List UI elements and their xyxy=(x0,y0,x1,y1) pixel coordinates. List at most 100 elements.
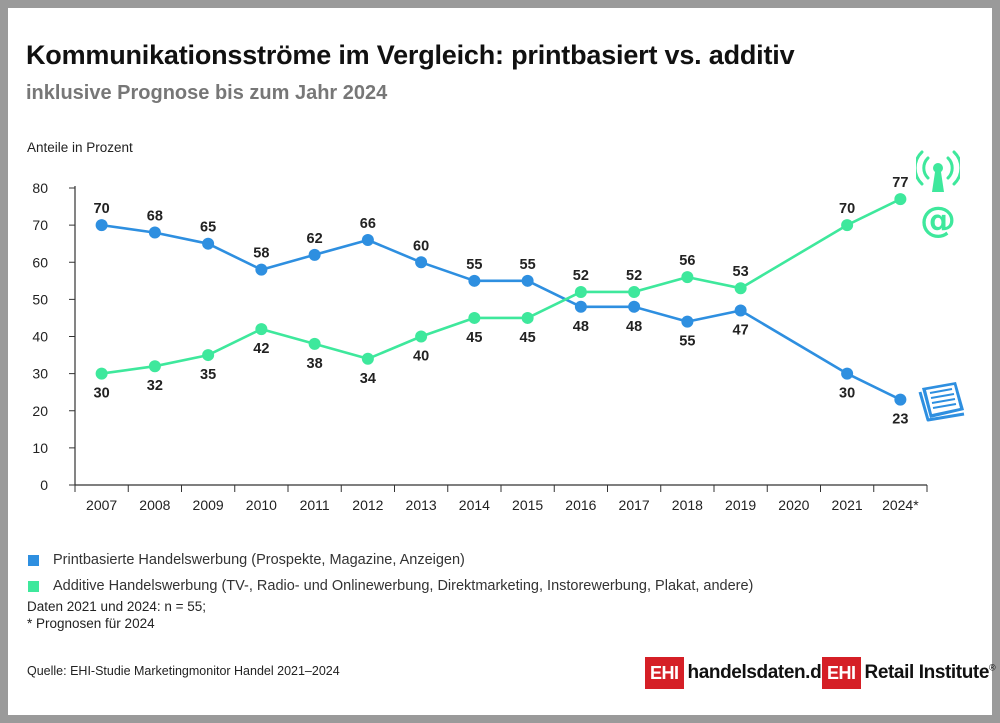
x-tick-label-2010: 2010 xyxy=(246,497,277,513)
data-label-0-1: 68 xyxy=(147,209,163,225)
x-tick-label-2007: 2007 xyxy=(86,497,117,513)
data-label-1-12: 53 xyxy=(733,264,749,280)
data-label-1-11: 56 xyxy=(679,253,695,269)
data-label-1-6: 40 xyxy=(413,349,429,365)
data-point-0-4 xyxy=(308,248,321,261)
series-line-0 xyxy=(101,223,901,401)
data-point-0-11 xyxy=(681,315,694,328)
legend-swatch-print xyxy=(28,554,39,566)
legend-item-additive: Additive Handelswerbung (TV-, Radio- und… xyxy=(28,573,753,599)
data-point-0-10 xyxy=(628,300,641,313)
at-sign-icon: @ xyxy=(918,200,958,245)
note-forecast: * Prognosen für 2024 xyxy=(27,616,155,631)
data-label-0-0: 70 xyxy=(94,201,110,217)
data-point-1-9 xyxy=(574,285,587,298)
data-point-1-12 xyxy=(734,282,747,295)
data-label-0-5: 66 xyxy=(360,216,376,232)
data-label-0-8: 55 xyxy=(520,257,536,273)
data-point-1-3 xyxy=(255,323,268,336)
data-label-0-9: 48 xyxy=(573,319,589,335)
chart-title: Kommunikationsströme im Vergleich: print… xyxy=(26,40,795,70)
y-tick-label-80: 80 xyxy=(32,180,48,196)
data-point-0-0 xyxy=(95,219,108,232)
data-point-0-8 xyxy=(521,274,534,287)
legend-swatch-additive xyxy=(28,580,39,592)
ehi-logo-box-2: EHI xyxy=(822,657,861,689)
note-sample-size: Daten 2021 und 2024: n = 55; xyxy=(27,599,207,614)
data-point-1-5 xyxy=(361,352,374,365)
x-tick-label-2016: 2016 xyxy=(565,497,596,513)
data-point-0-14 xyxy=(841,367,854,380)
retail-institute-logo: EHI Retail Institute® xyxy=(822,655,996,691)
data-label-1-0: 30 xyxy=(94,386,110,402)
data-label-1-5: 34 xyxy=(360,371,376,387)
handelsdaten-logo: EHI handelsdaten.de xyxy=(645,655,832,691)
legend: Printbasierte Handelswerbung (Prospekte,… xyxy=(28,547,753,599)
data-label-0-3: 58 xyxy=(253,246,269,262)
radio-tower-icon xyxy=(913,148,963,199)
x-tick-label-2018: 2018 xyxy=(672,497,703,513)
data-label-1-2: 35 xyxy=(200,367,216,383)
retail-institute-name: Retail Institute xyxy=(864,662,990,683)
x-tick-label-2012: 2012 xyxy=(352,497,383,513)
data-point-1-8 xyxy=(521,311,534,324)
y-tick-label-0: 0 xyxy=(40,477,48,493)
handelsdaten-logo-text: handelsdaten.de xyxy=(687,662,832,683)
y-tick-label-60: 60 xyxy=(32,254,48,270)
svg-text:@: @ xyxy=(920,200,956,240)
data-point-0-12 xyxy=(734,304,747,317)
data-point-1-7 xyxy=(468,311,481,324)
data-point-0-3 xyxy=(255,263,268,276)
data-label-1-10: 52 xyxy=(626,268,642,284)
data-label-0-12: 47 xyxy=(733,323,749,339)
x-tick-label-2015: 2015 xyxy=(512,497,543,513)
y-axis-label: Anteile in Prozent xyxy=(27,140,133,155)
data-point-1-4 xyxy=(308,337,321,350)
data-point-0-2 xyxy=(202,237,215,250)
y-tick-label-30: 30 xyxy=(32,366,48,382)
data-point-0-6 xyxy=(415,256,428,269)
ehi-logo-box: EHI xyxy=(645,657,684,689)
registered-mark: ® xyxy=(989,662,996,673)
data-label-0-2: 65 xyxy=(200,220,216,236)
data-label-1-8: 45 xyxy=(520,330,536,346)
legend-label-print: Printbasierte Handelswerbung (Prospekte,… xyxy=(53,552,465,568)
data-label-1-7: 45 xyxy=(466,330,482,346)
series-line-1 xyxy=(101,197,901,375)
x-tick-label-2013: 2013 xyxy=(406,497,437,513)
data-label-1-3: 42 xyxy=(253,341,269,357)
data-point-0-1 xyxy=(148,226,161,239)
newspaper-icon xyxy=(918,380,968,427)
legend-label-additive: Additive Handelswerbung (TV-, Radio- und… xyxy=(53,578,754,594)
notes: Daten 2021 und 2024: n = 55; * Prognosen… xyxy=(27,598,206,632)
data-label-1-14: 70 xyxy=(839,201,855,217)
y-tick-label-40: 40 xyxy=(32,329,48,345)
data-point-1-14 xyxy=(841,219,854,232)
data-point-0-7 xyxy=(468,274,481,287)
data-point-1-1 xyxy=(148,360,161,373)
data-point-0-5 xyxy=(361,233,374,246)
y-tick-label-10: 10 xyxy=(32,440,48,456)
x-tick-label-2019: 2019 xyxy=(725,497,756,513)
data-point-1-0 xyxy=(95,367,108,380)
y-tick-label-70: 70 xyxy=(32,217,48,233)
data-label-0-4: 62 xyxy=(307,231,323,247)
data-label-1-15: 77 xyxy=(892,175,908,191)
data-label-0-15: 23 xyxy=(892,412,908,428)
data-point-0-15 xyxy=(894,393,907,406)
data-point-1-11 xyxy=(681,271,694,284)
data-point-1-15 xyxy=(894,193,907,206)
source-text: Quelle: EHI-Studie Marketingmonitor Hand… xyxy=(27,664,340,678)
data-label-1-9: 52 xyxy=(573,268,589,284)
x-tick-label-2009: 2009 xyxy=(193,497,224,513)
legend-item-print: Printbasierte Handelswerbung (Prospekte,… xyxy=(28,547,753,573)
x-tick-label-2021: 2021 xyxy=(832,497,863,513)
y-tick-label-50: 50 xyxy=(32,291,48,307)
data-label-0-6: 60 xyxy=(413,238,429,254)
x-tick-label-2011: 2011 xyxy=(300,497,330,513)
chart-subtitle: inklusive Prognose bis zum Jahr 2024 xyxy=(26,82,388,104)
x-tick-label-2008: 2008 xyxy=(139,497,170,513)
data-point-1-2 xyxy=(202,349,215,362)
x-tick-label-2020: 2020 xyxy=(778,497,809,513)
